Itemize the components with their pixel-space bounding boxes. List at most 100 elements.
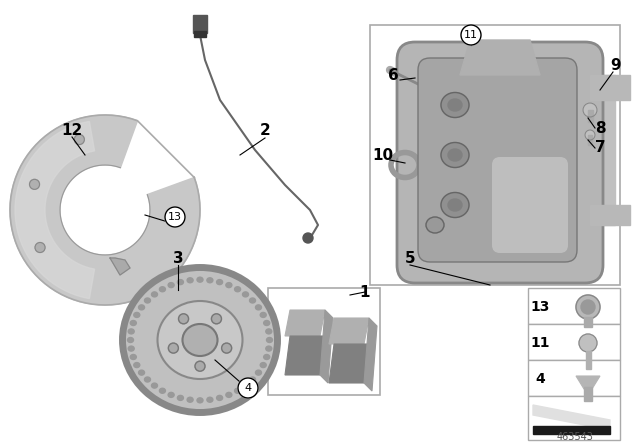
Ellipse shape <box>426 217 444 233</box>
Ellipse shape <box>250 377 255 382</box>
Text: 3: 3 <box>173 250 183 266</box>
Bar <box>586 351 591 369</box>
Polygon shape <box>364 318 377 391</box>
Ellipse shape <box>250 298 255 303</box>
Ellipse shape <box>226 283 232 288</box>
Ellipse shape <box>216 396 223 401</box>
Text: 1: 1 <box>360 284 371 300</box>
Circle shape <box>583 103 597 117</box>
Text: 463543: 463543 <box>557 432 593 442</box>
Text: 13: 13 <box>168 212 182 222</box>
Ellipse shape <box>235 388 241 393</box>
Text: 7: 7 <box>595 139 605 155</box>
Bar <box>268 288 380 395</box>
Circle shape <box>581 300 595 314</box>
Ellipse shape <box>159 287 165 292</box>
Ellipse shape <box>448 149 462 161</box>
Text: 13: 13 <box>531 300 550 314</box>
Polygon shape <box>10 115 200 305</box>
Ellipse shape <box>391 152 419 177</box>
Ellipse shape <box>122 267 278 413</box>
Circle shape <box>579 334 597 352</box>
Circle shape <box>576 295 600 319</box>
Ellipse shape <box>128 346 134 351</box>
Ellipse shape <box>207 397 213 402</box>
Text: 4: 4 <box>244 383 252 393</box>
Ellipse shape <box>177 280 184 284</box>
Ellipse shape <box>243 383 248 388</box>
Polygon shape <box>590 205 630 225</box>
Ellipse shape <box>187 278 193 283</box>
Ellipse shape <box>448 99 462 111</box>
Circle shape <box>303 233 313 243</box>
Bar <box>584 387 592 401</box>
Ellipse shape <box>168 283 174 288</box>
FancyBboxPatch shape <box>397 42 603 283</box>
Text: 6: 6 <box>388 68 398 82</box>
Bar <box>588 135 592 145</box>
FancyBboxPatch shape <box>418 58 577 262</box>
Bar <box>528 396 620 440</box>
Ellipse shape <box>145 298 150 303</box>
Circle shape <box>211 314 221 324</box>
Ellipse shape <box>441 142 469 168</box>
Polygon shape <box>329 318 369 344</box>
Ellipse shape <box>226 392 232 397</box>
Polygon shape <box>329 344 369 383</box>
Ellipse shape <box>177 396 184 401</box>
Ellipse shape <box>127 337 134 343</box>
Bar <box>194 31 206 37</box>
Circle shape <box>35 242 45 253</box>
Bar <box>528 360 620 396</box>
Ellipse shape <box>197 277 203 282</box>
Text: 11: 11 <box>464 30 478 40</box>
Polygon shape <box>15 121 95 299</box>
Ellipse shape <box>260 312 266 318</box>
Circle shape <box>585 130 595 140</box>
Polygon shape <box>320 310 333 383</box>
Ellipse shape <box>138 370 145 375</box>
Ellipse shape <box>152 383 157 388</box>
Text: 12: 12 <box>61 122 83 138</box>
Ellipse shape <box>128 329 134 334</box>
Ellipse shape <box>243 292 248 297</box>
Ellipse shape <box>255 305 262 310</box>
Polygon shape <box>460 40 540 75</box>
Text: 10: 10 <box>372 147 394 163</box>
Ellipse shape <box>145 377 150 382</box>
Polygon shape <box>285 310 325 336</box>
Polygon shape <box>533 405 610 430</box>
Circle shape <box>221 343 232 353</box>
Polygon shape <box>110 258 130 275</box>
Ellipse shape <box>159 388 165 393</box>
Circle shape <box>168 343 179 353</box>
Bar <box>193 15 207 33</box>
Ellipse shape <box>134 362 140 367</box>
Bar <box>533 426 610 434</box>
Ellipse shape <box>266 337 273 343</box>
Circle shape <box>195 361 205 371</box>
Circle shape <box>29 179 40 190</box>
Ellipse shape <box>264 354 269 359</box>
Circle shape <box>461 25 481 45</box>
Polygon shape <box>590 75 630 100</box>
Text: 2: 2 <box>260 122 270 138</box>
Ellipse shape <box>138 305 145 310</box>
Bar <box>588 110 593 122</box>
Text: 5: 5 <box>404 250 415 266</box>
Bar <box>528 288 620 324</box>
Text: 4: 4 <box>535 372 545 386</box>
Ellipse shape <box>131 320 136 326</box>
Text: 8: 8 <box>595 121 605 135</box>
Circle shape <box>165 207 185 227</box>
Ellipse shape <box>264 320 269 326</box>
Ellipse shape <box>235 287 241 292</box>
Ellipse shape <box>187 397 193 402</box>
Polygon shape <box>590 75 615 225</box>
Ellipse shape <box>260 362 266 367</box>
Ellipse shape <box>207 278 213 283</box>
Polygon shape <box>576 376 600 389</box>
Ellipse shape <box>216 280 223 284</box>
Text: 9: 9 <box>611 57 621 73</box>
Circle shape <box>179 314 189 324</box>
